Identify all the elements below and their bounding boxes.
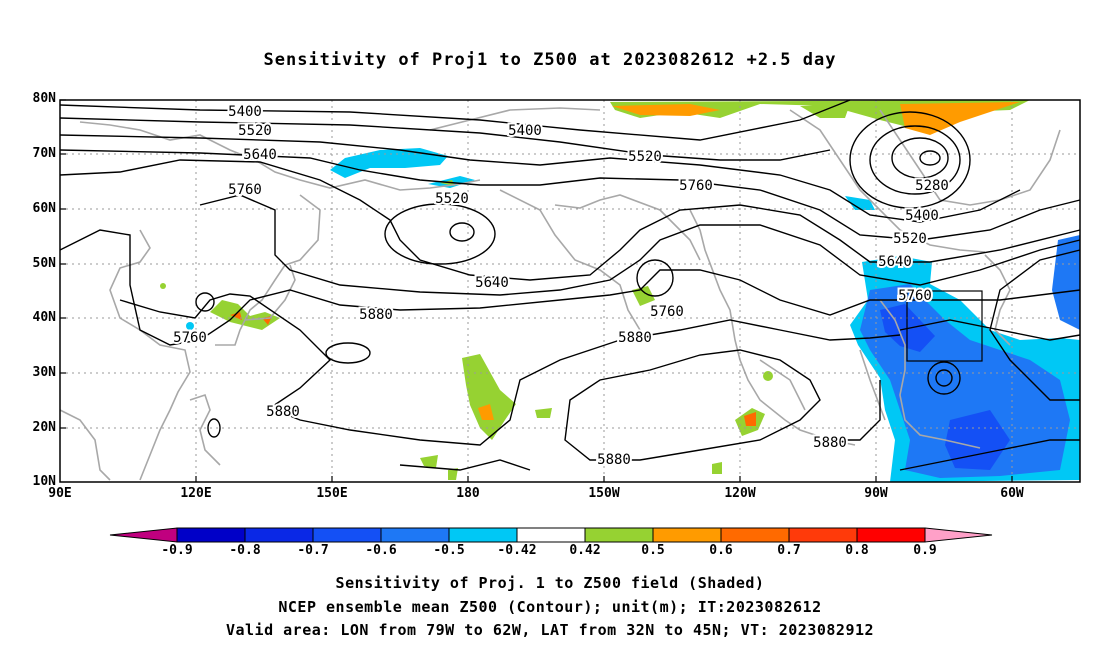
- shade-arctic-orange: [612, 104, 720, 116]
- colorbar-cell: [652, 527, 722, 543]
- colorbar-cell: [448, 527, 518, 543]
- colorbar-cell: [244, 527, 314, 543]
- contour-label: 5880: [618, 330, 652, 346]
- lon-label: 150W: [588, 486, 620, 501]
- lon-label: 150E: [316, 486, 348, 501]
- lat-label: 30N: [32, 365, 56, 380]
- lat-label: 60N: [32, 201, 56, 216]
- colorbar-label: -0.6: [365, 543, 397, 558]
- shade-arctic-orange-2: [900, 102, 1020, 135]
- contour-label: 5760: [650, 304, 684, 320]
- colorbar-label: 0.7: [777, 543, 801, 558]
- lat-label: 20N: [32, 420, 56, 435]
- lon-label: 90W: [864, 486, 888, 501]
- contour-label: 5880: [359, 307, 393, 323]
- colorbar-label: -0.7: [297, 543, 329, 558]
- colorbar-cell: [788, 527, 858, 543]
- contour-label: 5880: [266, 404, 300, 420]
- caption-line-2: NCEP ensemble mean Z500 (Contour); unit(…: [278, 598, 822, 616]
- colorbar-cell: [856, 527, 926, 543]
- colorbar-label: -0.8: [229, 543, 261, 558]
- map-frame: [59, 99, 1081, 483]
- contour-label: 5280: [915, 178, 949, 194]
- shade-siberia-blue: [330, 148, 448, 178]
- contour-label: 5400: [905, 208, 939, 224]
- contour-label: 5520: [238, 123, 272, 139]
- shade-greenland-blue: [845, 196, 875, 210]
- contour-label: 5640: [878, 254, 912, 270]
- colorbar-label: 0.6: [709, 543, 733, 558]
- contour-label: 5880: [597, 452, 631, 468]
- colorbar-label: 0.5: [641, 543, 665, 558]
- contour-label: 5760: [173, 330, 207, 346]
- lat-label: 70N: [32, 146, 56, 161]
- caption-line-1: Sensitivity of Proj. 1 to Z500 field (Sh…: [335, 574, 765, 592]
- contour-label: 5760: [898, 288, 932, 304]
- lon-label: 120E: [180, 486, 212, 501]
- contour-label: 5640: [475, 275, 509, 291]
- contour-label: 5760: [228, 182, 262, 198]
- lon-label: 120W: [724, 486, 756, 501]
- contour-label: 5880: [813, 435, 847, 451]
- contour-label: 5400: [228, 104, 262, 120]
- colorbar-label: 0.9: [913, 543, 937, 558]
- shade-pacific-green: [462, 354, 516, 440]
- shade-green-small1: [535, 408, 552, 418]
- colorbar-cell: [720, 527, 790, 543]
- shade-mexico-orange: [744, 412, 756, 426]
- contour-label: 5400: [508, 123, 542, 139]
- colorbar-cell: [516, 527, 586, 543]
- colorbar-label: -0.5: [433, 543, 465, 558]
- shade-atlantic-blue-dark2: [945, 410, 1010, 470]
- contour-label: 5520: [628, 149, 662, 165]
- map-plot: 5400 5400 5520 5520 5520 5520 5640 5640 …: [59, 99, 1081, 483]
- contour-label: 5640: [243, 147, 277, 163]
- lat-label: 80N: [32, 91, 56, 106]
- shade-japan-green: [210, 300, 280, 330]
- colorbar-cell: [584, 527, 654, 543]
- lon-label: 180: [456, 486, 480, 501]
- lon-label: 90E: [48, 486, 72, 501]
- colorbar-label: -0.9: [161, 543, 193, 558]
- colorbar-label: -0.42: [497, 543, 537, 558]
- colorbar-label: 0.8: [845, 543, 869, 558]
- contour-label: 5520: [893, 231, 927, 247]
- colorbar-cell: [924, 527, 993, 543]
- lat-label: 40N: [32, 310, 56, 325]
- shade-japan-orange: [230, 312, 242, 320]
- caption-line-3: Valid area: LON from 79W to 62W, LAT fro…: [225, 621, 875, 639]
- z500-contours: [59, 99, 1081, 471]
- shade-arctic-green-2: [800, 104, 850, 118]
- contour-labels: 5400 5400 5520 5520 5520 5520 5640 5640 …: [171, 102, 951, 470]
- colorbar-cell: [176, 527, 246, 543]
- colorbar-cell: [380, 527, 450, 543]
- plot-title: Sensitivity of Proj1 to Z500 at 20230826…: [263, 50, 837, 70]
- lat-label: 50N: [32, 256, 56, 271]
- colorbar-label: 0.42: [569, 543, 601, 558]
- lon-label: 60W: [1000, 486, 1024, 501]
- contour-label: 5520: [435, 191, 469, 207]
- colorbar-cell: [109, 527, 178, 543]
- shade-green-small2: [420, 455, 438, 468]
- shade-green-small3: [448, 468, 458, 480]
- shade-pacific-orange: [478, 404, 494, 420]
- colorbar-cell: [312, 527, 382, 543]
- lat-label: 10N: [32, 474, 56, 489]
- contour-label: 5760: [679, 178, 713, 194]
- axis-ticks: [60, 99, 1013, 482]
- shade-green-mx2: [712, 462, 722, 474]
- valid-area-box: [906, 290, 983, 362]
- shade-ne-blue: [1052, 235, 1080, 330]
- coastlines: [59, 107, 1061, 481]
